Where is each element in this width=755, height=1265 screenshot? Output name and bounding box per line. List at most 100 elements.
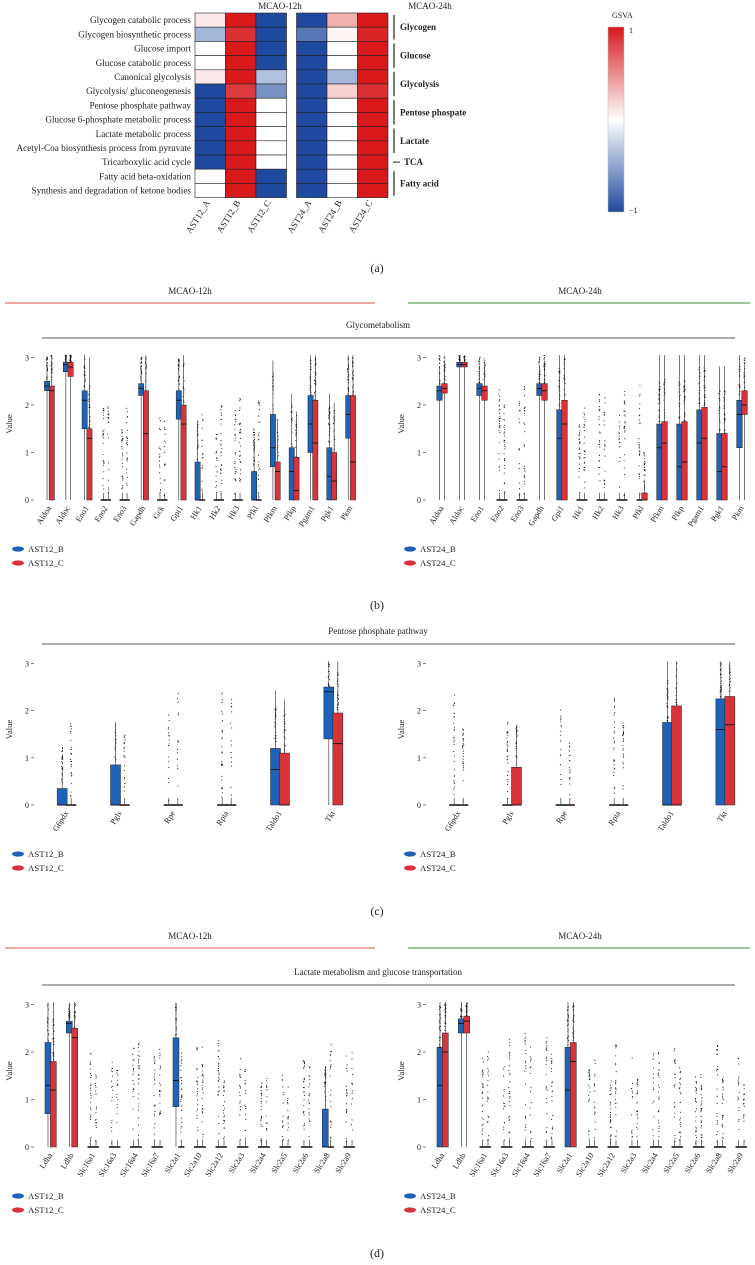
outlier-point <box>551 1126 553 1128</box>
outlier-point <box>164 463 166 465</box>
outlier-point <box>499 420 501 423</box>
box <box>656 423 663 501</box>
legend-label: AST24_B <box>420 849 456 859</box>
outlier-point <box>615 1093 617 1095</box>
outlier-point <box>108 489 110 491</box>
outlier-point <box>454 775 456 777</box>
box <box>676 423 683 501</box>
outlier-point <box>220 433 222 435</box>
outlier-point <box>346 1094 348 1096</box>
outlier-point <box>487 1057 489 1059</box>
outlier-point <box>653 1100 655 1102</box>
legend-label: AST24_B <box>420 1191 456 1201</box>
outlier-point <box>462 745 464 747</box>
outlier-point <box>525 1065 527 1067</box>
outlier-point <box>482 1123 484 1125</box>
outlier-point <box>345 1112 348 1114</box>
outlier-point <box>481 1057 483 1059</box>
outlier-point <box>499 426 501 428</box>
outlier-point <box>518 447 520 450</box>
outlier-point <box>96 1108 98 1110</box>
outlier-point <box>201 1110 203 1112</box>
outlier-point <box>324 1082 326 1084</box>
outlier-point <box>265 1101 267 1103</box>
outlier-point <box>638 450 640 452</box>
outlier-point <box>107 407 109 409</box>
outlier-point <box>282 1138 284 1141</box>
heatmap-row-label: Synthesis and degradation of ketone bodi… <box>32 186 192 196</box>
outlier-point <box>201 1074 203 1076</box>
outlier-point <box>624 430 626 432</box>
outlier-point <box>159 1065 161 1067</box>
outlier-point <box>180 1083 182 1085</box>
outlier-point <box>282 1115 284 1117</box>
outlier-point <box>579 442 581 444</box>
outlier-point <box>588 1134 590 1136</box>
heatmap-cell <box>225 168 257 184</box>
gsva-legend: GSVA 1 −1 <box>607 11 638 215</box>
outlier-point <box>503 426 505 428</box>
outlier-point <box>132 1065 134 1067</box>
outlier-point <box>589 1087 591 1089</box>
outlier-point <box>603 412 605 414</box>
outlier-point <box>482 1118 484 1120</box>
outlier-point <box>180 1099 182 1101</box>
outlier-point <box>453 729 455 731</box>
outlier-point <box>499 424 501 426</box>
outlier-point <box>698 369 700 371</box>
x-tick-label: Ldha <box>430 1151 447 1170</box>
outlier-point <box>721 1118 723 1120</box>
outlier-point <box>181 1076 183 1078</box>
outlier-point <box>478 360 480 363</box>
outlier-point <box>257 465 259 467</box>
outlier-point <box>221 448 223 450</box>
outlier-point <box>589 1079 591 1081</box>
outlier-point <box>509 1081 511 1083</box>
outlier-point <box>569 783 571 785</box>
outlier-point <box>498 426 500 428</box>
outlier-point <box>107 437 109 439</box>
outlier-point <box>70 748 72 750</box>
outlier-point <box>578 447 581 449</box>
outlier-point <box>484 360 486 362</box>
outlier-point <box>287 1118 289 1120</box>
outlier-point <box>609 1090 611 1092</box>
outlier-point <box>566 1009 568 1011</box>
outlier-point <box>519 463 521 465</box>
outlier-point <box>260 1097 262 1099</box>
y-tick-label: 3 <box>417 659 421 668</box>
heatmap-cell <box>225 83 257 99</box>
outlier-point <box>613 714 615 716</box>
outlier-point <box>482 1070 484 1072</box>
heatmap-cell <box>357 12 389 28</box>
outlier-point <box>345 1103 347 1105</box>
outlier-point <box>159 1053 161 1055</box>
x-tick-label: Taldo1 <box>264 809 284 833</box>
outlier-point <box>482 1128 484 1130</box>
outlier-point <box>61 748 64 750</box>
outlier-point <box>351 1119 353 1121</box>
outlier-point <box>524 1126 527 1128</box>
legend-swatch <box>12 560 24 566</box>
outlier-point <box>103 462 105 464</box>
outlier-point <box>201 445 203 448</box>
outlier-point <box>222 1112 225 1114</box>
outlier-point <box>158 428 160 430</box>
x-tick-label: Ldhb <box>451 1151 468 1170</box>
outlier-point <box>126 484 128 486</box>
legend-swatch <box>404 851 416 857</box>
outlier-point <box>438 355 440 357</box>
outlier-point <box>743 1120 745 1122</box>
outlier-point <box>743 1098 745 1100</box>
heatmap-cell <box>326 168 358 184</box>
outlier-point <box>154 1078 156 1080</box>
outlier-point <box>158 460 161 462</box>
outlier-point <box>95 1122 98 1124</box>
outlier-point <box>159 478 161 480</box>
outlier-point <box>116 1122 118 1124</box>
outlier-point <box>523 408 525 410</box>
outlier-point <box>303 1091 305 1093</box>
heatmap-cell <box>296 126 328 142</box>
outlier-point <box>603 443 606 445</box>
